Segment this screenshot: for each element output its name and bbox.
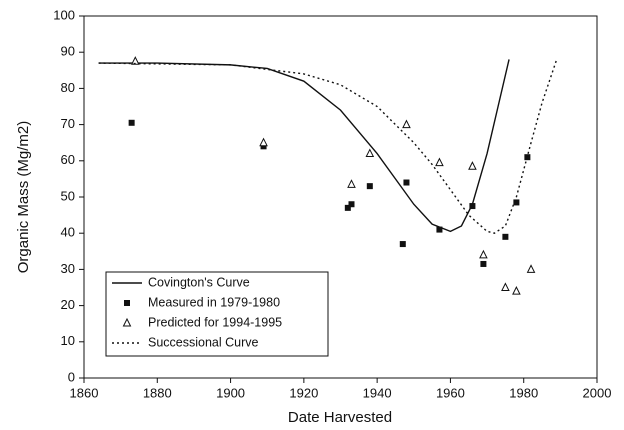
x-tick-label: 2000 bbox=[583, 385, 612, 400]
square-marker bbox=[403, 179, 410, 186]
x-tick-label: 1980 bbox=[509, 385, 538, 400]
x-axis-label: Date Harvested bbox=[288, 409, 392, 426]
y-axis-label: Organic Mass (Mg/m2) bbox=[15, 121, 32, 274]
triangle-marker bbox=[468, 161, 477, 170]
square-marker bbox=[436, 226, 443, 233]
y-tick-label: 90 bbox=[61, 44, 75, 59]
x-tick-label: 1960 bbox=[436, 385, 465, 400]
triangle-marker bbox=[501, 282, 510, 291]
triangle-marker bbox=[435, 157, 444, 167]
triangle-marker bbox=[402, 119, 411, 129]
square-marker bbox=[366, 183, 373, 190]
legend: Covington's Curve Measured in 1979-1980 Pr… bbox=[105, 271, 329, 357]
x-tick-label: 1920 bbox=[289, 385, 318, 400]
square-marker bbox=[348, 201, 355, 208]
x-tick-label: 1900 bbox=[216, 385, 245, 400]
triangle-marker bbox=[365, 148, 375, 158]
triangle-marker bbox=[122, 317, 132, 327]
x-tick-label: 1860 bbox=[70, 385, 99, 400]
y-tick-label: 40 bbox=[61, 225, 75, 240]
triangle-marker bbox=[526, 264, 536, 273]
triangle-marker bbox=[347, 179, 356, 188]
curve bbox=[98, 59, 558, 234]
square-marker bbox=[260, 143, 267, 150]
square-marker bbox=[513, 199, 520, 206]
square-marker bbox=[469, 203, 476, 210]
curve bbox=[98, 59, 510, 233]
square-marker bbox=[124, 300, 130, 306]
square-marker bbox=[480, 260, 487, 267]
square-marker bbox=[344, 204, 351, 211]
legend-label: Successional Curve bbox=[148, 335, 259, 349]
y-tick-label: 100 bbox=[53, 7, 75, 22]
square-marker bbox=[128, 119, 135, 126]
legend-label: Measured in 1979-1980 bbox=[148, 295, 280, 309]
y-tick-label: 10 bbox=[61, 333, 75, 348]
x-tick-label: 1880 bbox=[143, 385, 172, 400]
y-tick-label: 70 bbox=[61, 116, 75, 131]
legend-box bbox=[105, 271, 329, 357]
triangle-marker bbox=[259, 137, 268, 147]
y-tick-label: 60 bbox=[61, 152, 75, 167]
legend-label: Covington's Curve bbox=[148, 275, 250, 289]
legend-label: Predicted for 1994-1995 bbox=[148, 315, 282, 329]
y-tick-label: 50 bbox=[61, 188, 75, 203]
y-tick-label: 20 bbox=[61, 297, 75, 312]
y-tick-label: 30 bbox=[61, 261, 75, 276]
square-marker bbox=[502, 233, 509, 240]
y-tick-label: 0 bbox=[68, 369, 75, 384]
y-tick-label: 80 bbox=[61, 80, 75, 95]
x-tick-label: 1940 bbox=[363, 385, 392, 400]
square-marker bbox=[399, 241, 406, 248]
triangle-marker bbox=[479, 249, 488, 259]
triangle-marker bbox=[512, 286, 521, 295]
